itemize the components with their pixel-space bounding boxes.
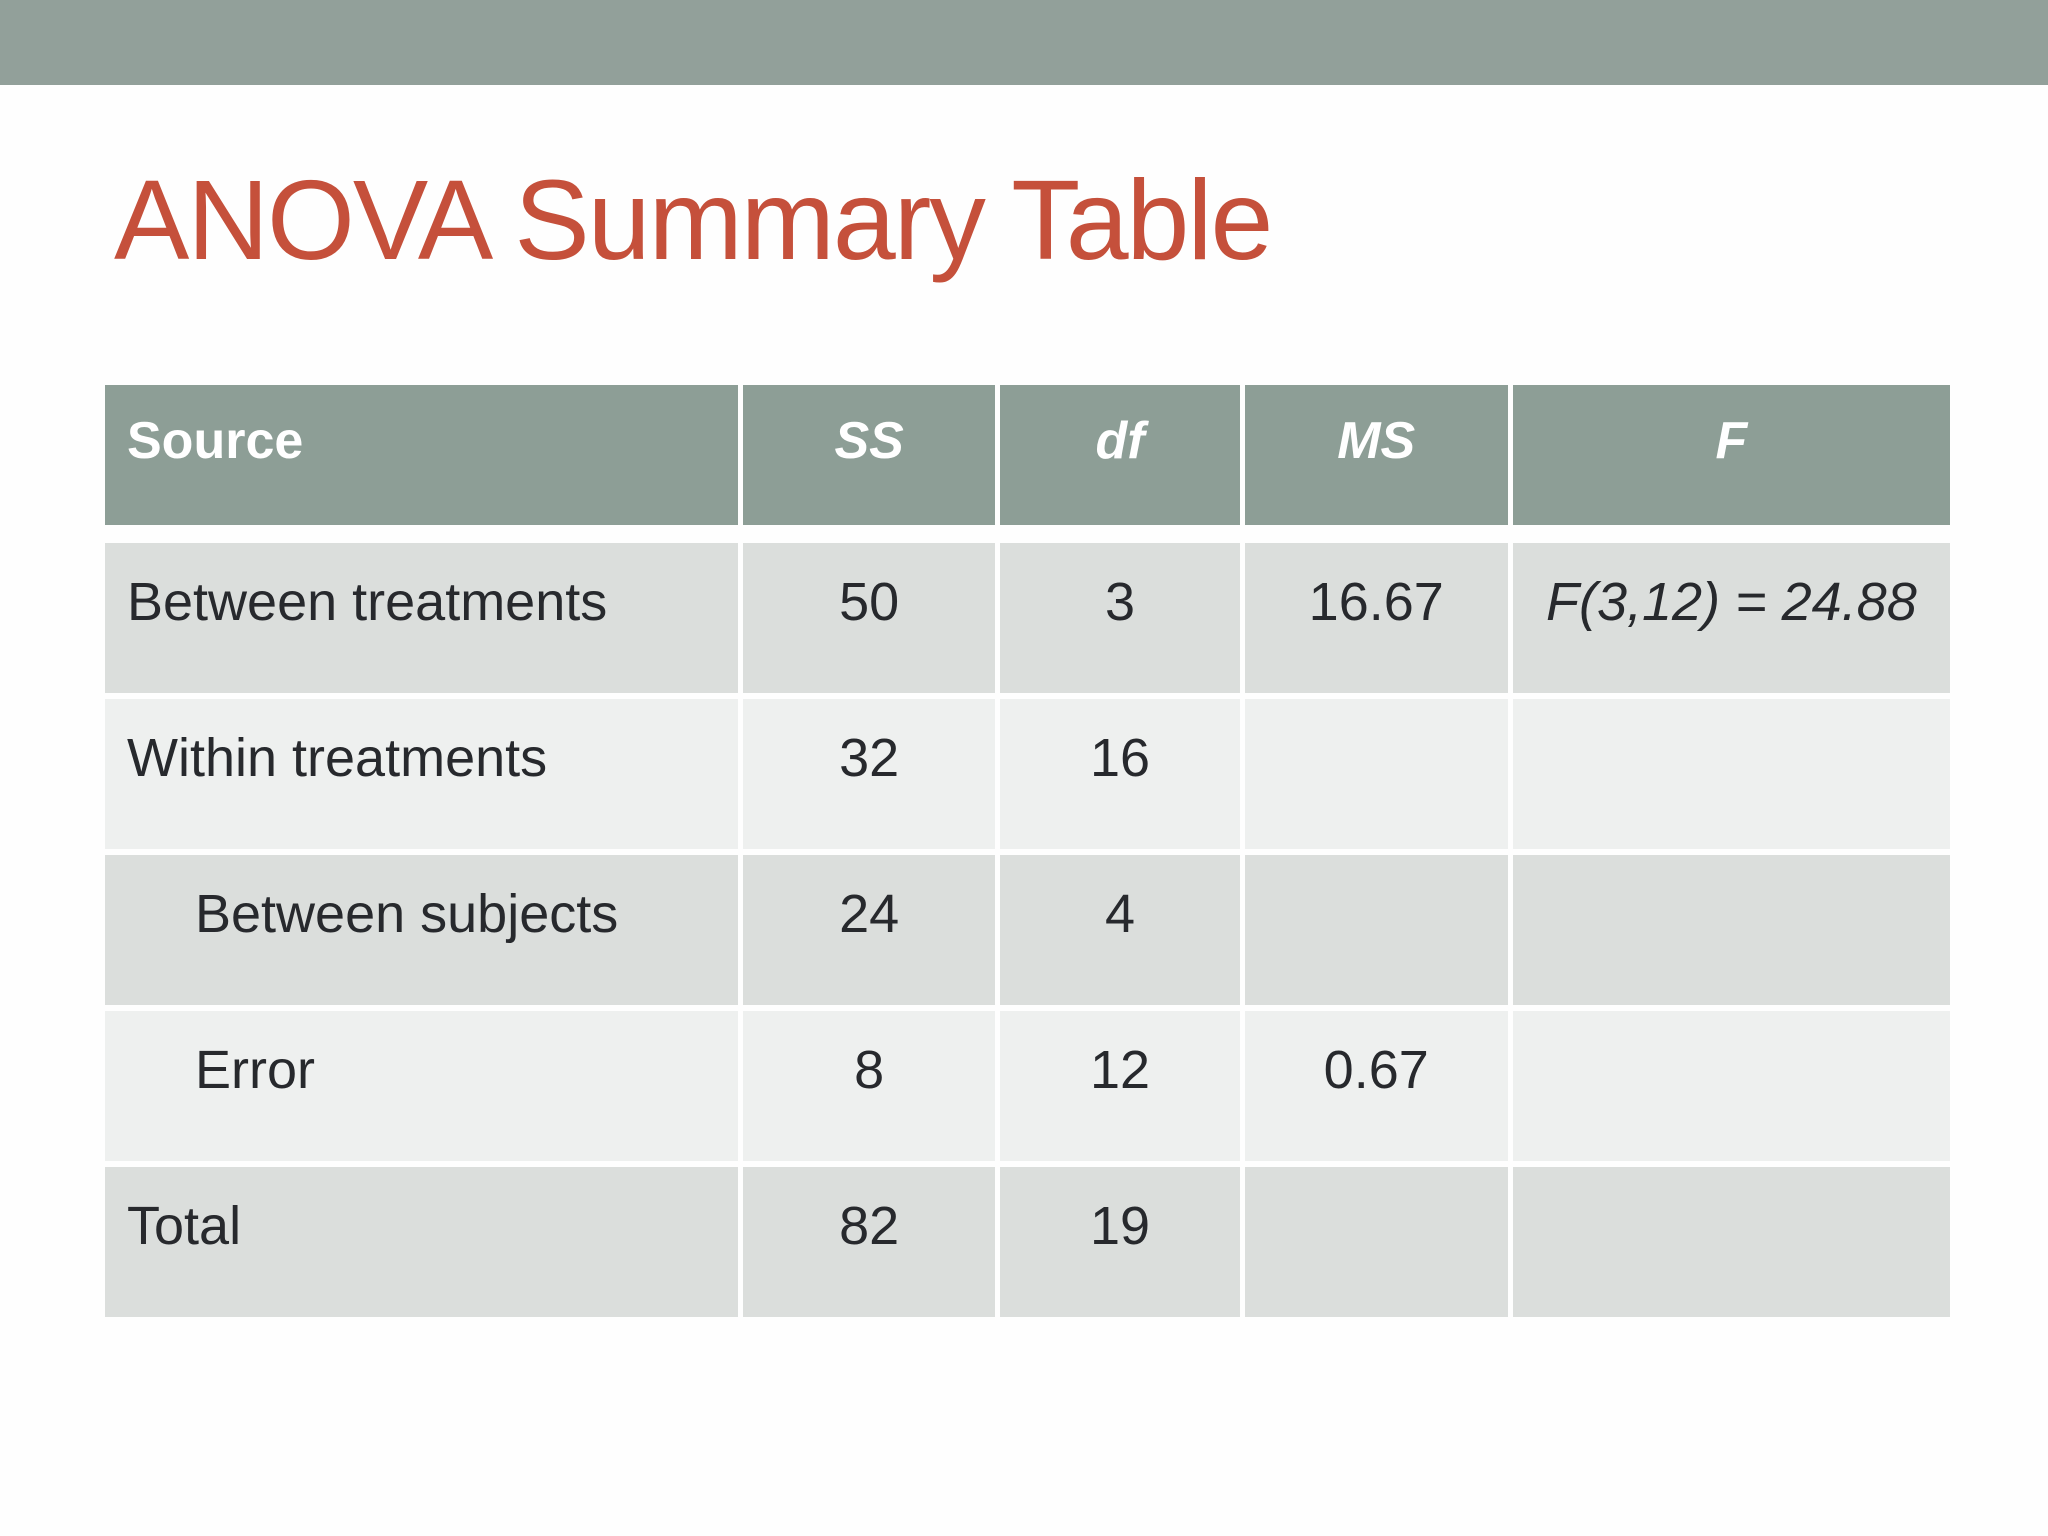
cell-f <box>1512 1011 1950 1161</box>
column-header-source: Source <box>105 385 739 525</box>
cell-ms <box>1244 1167 1508 1317</box>
column-header-ss: SS <box>743 385 996 525</box>
cell-df: 12 <box>1000 1011 1240 1161</box>
cell-ss: 82 <box>743 1167 996 1317</box>
cell-ms: 16.67 <box>1244 543 1508 693</box>
cell-ms <box>1244 699 1508 849</box>
cell-ss: 32 <box>743 699 996 849</box>
slide-title: ANOVA Summary Table <box>114 157 1273 283</box>
table-header-row: Source SS df MS F <box>105 385 1950 525</box>
table-row: Error 8 12 0.67 <box>105 1011 1950 1161</box>
cell-ss: 50 <box>743 543 996 693</box>
cell-df: 3 <box>1000 543 1240 693</box>
cell-f: F(3,12) = 24.88 <box>1512 543 1950 693</box>
cell-ss: 8 <box>743 1011 996 1161</box>
table-body: Between treatments 50 3 16.67 F(3,12) = 24.8… <box>105 543 1950 1317</box>
cell-df: 16 <box>1000 699 1240 849</box>
cell-ss: 24 <box>743 855 996 1005</box>
cell-f <box>1512 855 1950 1005</box>
top-accent-bar <box>0 0 2048 85</box>
cell-source: Within treatments <box>105 699 739 849</box>
cell-source: Total <box>105 1167 739 1317</box>
table-row: Total 82 19 <box>105 1167 1950 1317</box>
column-header-ms: MS <box>1244 385 1508 525</box>
cell-ms: 0.67 <box>1244 1011 1508 1161</box>
cell-df: 4 <box>1000 855 1240 1005</box>
table-row: Between subjects 24 4 <box>105 855 1950 1005</box>
cell-df: 19 <box>1000 1167 1240 1317</box>
cell-ms <box>1244 855 1508 1005</box>
cell-source: Between subjects <box>105 855 739 1005</box>
column-header-df: df <box>1000 385 1240 525</box>
cell-f <box>1512 1167 1950 1317</box>
column-header-f: F <box>1512 385 1950 525</box>
anova-summary-table: Source SS df MS F Between treatments 50 3 1… <box>105 385 1950 1323</box>
cell-source: Between treatments <box>105 543 739 693</box>
table-row: Within treatments 32 16 <box>105 699 1950 849</box>
table-row: Between treatments 50 3 16.67 F(3,12) = 24.8… <box>105 543 1950 693</box>
cell-f <box>1512 699 1950 849</box>
cell-source: Error <box>105 1011 739 1161</box>
